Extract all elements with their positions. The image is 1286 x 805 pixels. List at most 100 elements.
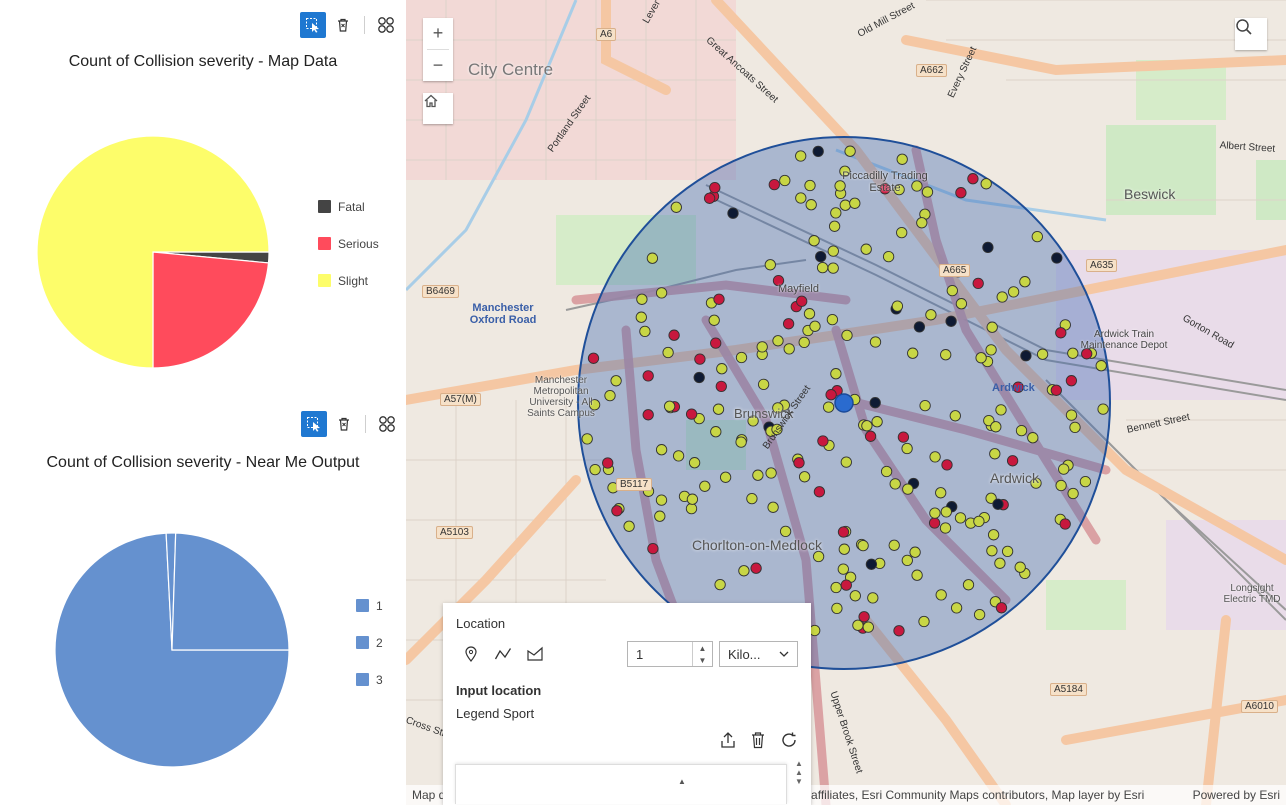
collision-point[interactable] [708,314,720,326]
collision-point[interactable] [795,192,807,204]
collision-point[interactable] [925,309,937,321]
collision-point[interactable] [764,259,776,271]
grid-view-button[interactable] [374,411,400,437]
collision-point[interactable] [888,539,900,551]
collision-point[interactable] [837,563,849,575]
collision-point[interactable] [796,295,808,307]
collision-point[interactable] [668,329,680,341]
collision-point[interactable] [1036,348,1049,360]
collision-point[interactable] [1081,348,1093,360]
collision-point[interactable] [849,590,861,602]
collision-point[interactable] [1067,347,1079,359]
collision-point[interactable] [911,569,923,581]
collision-point[interactable] [844,145,856,157]
collision-point[interactable] [1065,375,1078,387]
collision-point[interactable] [862,621,874,633]
collision-point[interactable] [714,578,726,591]
collision-point[interactable] [1079,475,1092,488]
collision-point[interactable] [897,431,910,443]
collision-point[interactable] [1095,360,1107,372]
collision-point[interactable] [896,226,908,239]
collision-point[interactable] [662,346,674,359]
collision-point[interactable] [849,197,861,209]
caret-up-icon[interactable]: ▲ [678,777,686,786]
collision-point[interactable] [918,615,930,628]
collision-point[interactable] [838,543,850,555]
stepper-up-icon[interactable]: ▲ [698,643,707,653]
select-filter-button[interactable] [301,411,327,437]
collision-point[interactable] [812,145,824,158]
collision-point[interactable] [655,444,668,456]
collision-point[interactable] [852,619,864,631]
collision-point[interactable] [1007,286,1020,298]
collision-point[interactable] [1055,479,1067,492]
scroll-up-icon[interactable]: ▲ [795,759,803,768]
collision-point[interactable] [672,450,685,462]
collision-point[interactable] [589,463,601,476]
collision-point[interactable] [772,274,785,287]
collision-point[interactable] [865,558,878,570]
collision-point[interactable] [831,602,843,615]
collision-point[interactable] [663,400,676,412]
collision-point[interactable] [992,498,1004,510]
collision-point[interactable] [752,469,764,481]
collision-point[interactable] [1020,350,1032,362]
collision-point[interactable] [1069,421,1081,434]
collision-point[interactable] [940,506,952,518]
collision-point[interactable] [713,293,725,305]
collision-point[interactable] [995,602,1008,614]
collision-point[interactable] [782,318,795,330]
collision-point[interactable] [610,375,622,387]
collision-point[interactable] [840,579,852,591]
collision-point[interactable] [795,150,807,162]
collision-point[interactable] [882,250,895,263]
collision-point[interactable] [929,451,941,463]
collision-point[interactable] [909,546,921,558]
select-filter-button[interactable] [300,12,326,38]
collision-point[interactable] [1012,381,1024,393]
collision-point[interactable] [1065,409,1078,421]
collision-point[interactable] [694,353,706,365]
distance-stepper[interactable]: ▲ ▼ [692,642,712,666]
collision-point[interactable] [840,456,852,468]
collision-point[interactable] [830,368,842,380]
collision-point[interactable] [772,335,784,347]
collision-point[interactable] [816,261,829,274]
collision-point[interactable] [688,457,701,469]
scroll-down-icon[interactable]: ▼ [795,777,803,786]
legend-item-1[interactable]: 1 [356,587,383,624]
refresh-button[interactable] [778,729,800,751]
collision-point[interactable] [828,220,841,232]
zoom-out-button[interactable]: − [432,55,444,75]
collision-point[interactable] [939,522,952,534]
collision-point[interactable] [893,183,905,196]
collision-point[interactable] [972,277,984,290]
collision-point[interactable] [719,471,732,483]
collision-point[interactable] [685,502,698,515]
unit-select[interactable]: Kilo... [719,641,798,667]
collision-point[interactable] [825,389,837,401]
collision-point[interactable] [907,347,919,359]
collision-point[interactable] [990,421,1002,433]
collision-point[interactable] [949,410,961,422]
collision-point[interactable] [869,336,882,348]
collision-point[interactable] [1059,518,1071,530]
legend-item-serious[interactable]: Serious [318,225,379,262]
collision-point[interactable] [815,250,827,263]
collision-point[interactable] [945,315,957,327]
collision-point[interactable] [1006,455,1019,467]
collision-point[interactable] [804,179,816,192]
collision-point[interactable] [1027,432,1039,444]
collision-point[interactable] [841,329,853,342]
collision-point[interactable] [735,436,747,448]
collision-point[interactable] [901,442,913,455]
pie-slice-3[interactable] [171,532,290,651]
collision-point[interactable] [919,399,931,412]
collision-point[interactable] [709,181,721,194]
collision-point[interactable] [756,341,768,353]
collision-point[interactable] [839,165,851,177]
legend-item-3[interactable]: 3 [356,661,383,698]
collision-point[interactable] [750,562,762,574]
pie-slice-slight[interactable] [36,135,270,369]
collision-point[interactable] [929,507,941,519]
